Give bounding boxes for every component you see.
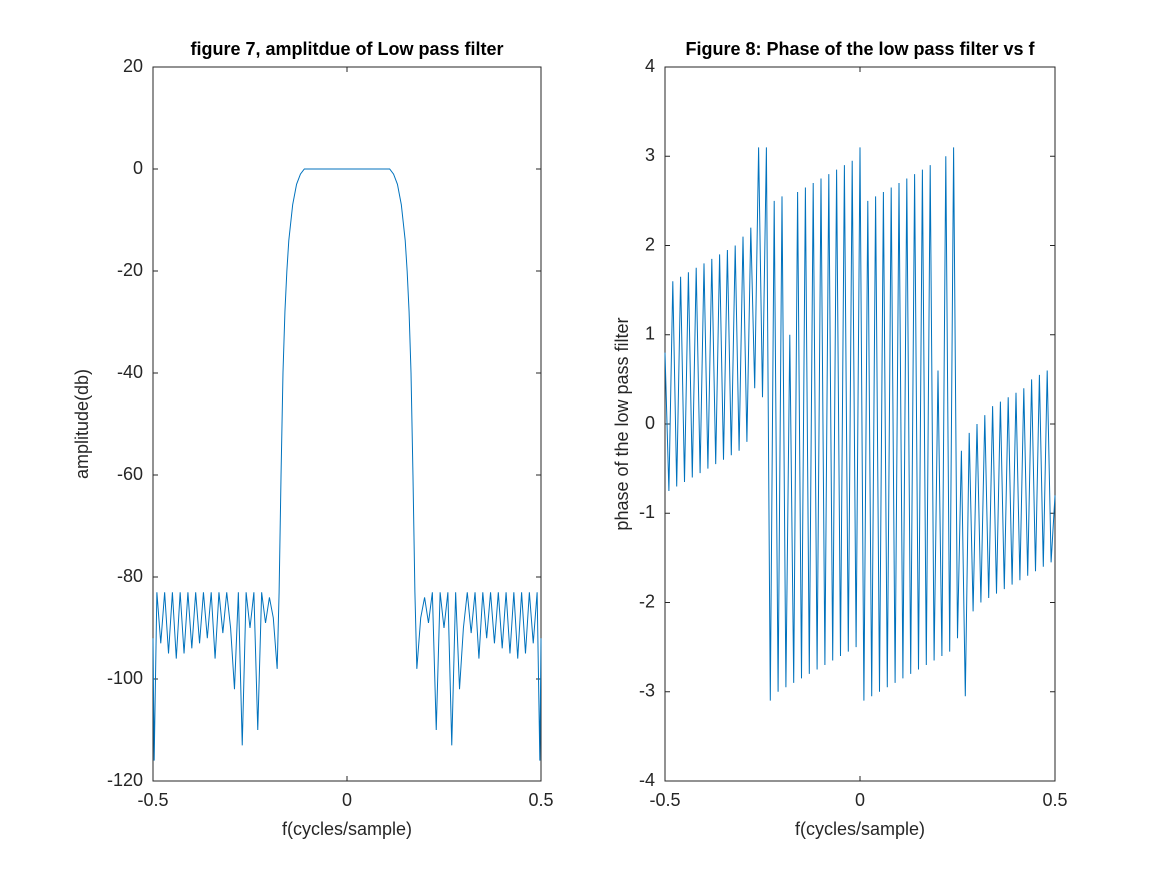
y-tick-label: -2 <box>639 591 655 611</box>
x-tick-label: 0 <box>342 790 352 810</box>
y-tick-label: 4 <box>645 56 655 76</box>
y-tick-label: 3 <box>645 145 655 165</box>
x-tick-label: 0.5 <box>1042 790 1067 810</box>
x-tick-label: 0.5 <box>528 790 553 810</box>
y-tick-label: 0 <box>133 158 143 178</box>
y-axis-label: amplitude(db) <box>72 369 92 479</box>
x-tick-label: -0.5 <box>649 790 680 810</box>
y-tick-label: -120 <box>107 770 143 790</box>
line <box>664 147 1056 701</box>
x-tick-label: 0 <box>855 790 865 810</box>
y-tick-label: -100 <box>107 668 143 688</box>
y-tick-label: -80 <box>117 566 143 586</box>
y-tick-label: 0 <box>645 413 655 433</box>
x-axis-label: f(cycles/sample) <box>282 819 412 839</box>
y-tick-label: 1 <box>645 324 655 344</box>
chart-title: figure 7, amplitdue of Low pass filter <box>190 39 503 59</box>
y-axis-label: phase of the low pass filter <box>612 317 632 530</box>
y-tick-label: 20 <box>123 56 143 76</box>
chart-title: Figure 8: Phase of the low pass filter v… <box>685 39 1035 59</box>
line <box>152 168 542 761</box>
y-tick-label: -40 <box>117 362 143 382</box>
y-tick-label: 2 <box>645 234 655 254</box>
y-tick-label: -1 <box>639 502 655 522</box>
y-tick-label: -3 <box>639 681 655 701</box>
axes-box <box>152 66 542 782</box>
y-tick-label: -20 <box>117 260 143 280</box>
x-axis-label: f(cycles/sample) <box>795 819 925 839</box>
y-tick-label: -60 <box>117 464 143 484</box>
x-tick-label: -0.5 <box>137 790 168 810</box>
y-tick-label: -4 <box>639 770 655 790</box>
